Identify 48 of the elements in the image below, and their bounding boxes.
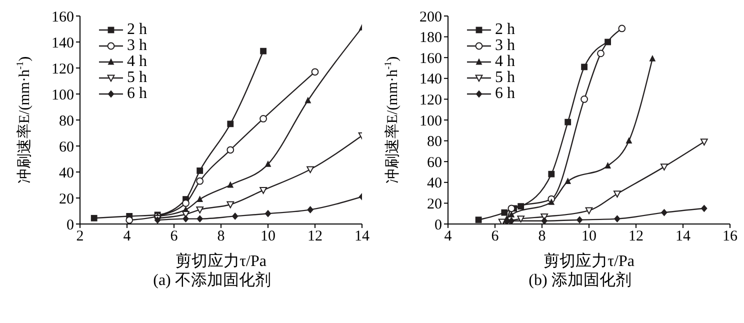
text: (b) 添加固化剂 xyxy=(528,270,632,291)
legend-label: 4 h xyxy=(495,53,515,70)
text: (a) 不添加固化剂 xyxy=(152,270,272,291)
x-tick-label: 16 xyxy=(722,228,738,245)
y-tick-label: 140 xyxy=(52,35,74,52)
x-tick-label: 4 xyxy=(444,228,452,245)
y-tick-label: 80 xyxy=(59,113,74,130)
x-tick-label: 8 xyxy=(217,228,225,245)
x-tick-label: 2 xyxy=(76,228,84,245)
y-tick-label: 60 xyxy=(59,139,74,156)
legend-label: 4 h xyxy=(127,53,147,70)
x-axis-title: 剪切应力τ/Pa xyxy=(176,252,266,270)
y-tick-label: 0 xyxy=(434,217,442,234)
y-tick-label: 40 xyxy=(59,165,74,182)
y-tick-label: 200 xyxy=(420,9,442,26)
x-tick-label: 8 xyxy=(538,228,546,245)
y-tick-label: 40 xyxy=(427,176,442,192)
legend-label: 5 h xyxy=(495,69,515,86)
y-tick-label: 160 xyxy=(52,9,74,26)
legend-label: 5 h xyxy=(127,69,147,86)
y-tick-label: 20 xyxy=(59,191,74,208)
y-tick-label: 0 xyxy=(66,217,74,234)
legend-label: 3 h xyxy=(127,37,147,54)
y-tick-label: 20 xyxy=(427,196,442,213)
x-tick-label: 14 xyxy=(676,228,691,245)
y-tick-label: 180 xyxy=(420,30,442,46)
x-tick-label: 12 xyxy=(308,228,322,245)
x-tick-label: 4 xyxy=(123,228,132,245)
legend-label: 6 h xyxy=(495,85,515,102)
y-tick-label: 60 xyxy=(427,154,442,171)
y-tick-label: 120 xyxy=(420,92,442,109)
legend-label: 2 h xyxy=(127,21,147,38)
x-tick-label: 6 xyxy=(491,228,500,245)
x-axis-title: 剪切应力τ/Pa xyxy=(544,252,634,270)
x-tick-label: 10 xyxy=(260,228,276,245)
y-tick-label: 100 xyxy=(420,113,442,130)
y-tick-label: 80 xyxy=(427,134,442,150)
legend-label: 3 h xyxy=(495,37,515,54)
y-tick-label: 160 xyxy=(420,50,442,67)
x-tick-label: 12 xyxy=(628,228,644,245)
legend-label: 6 h xyxy=(127,85,147,102)
x-tick-label: 14 xyxy=(354,228,370,245)
y-tick-label: 120 xyxy=(52,61,74,78)
x-tick-label: 6 xyxy=(170,228,178,245)
legend-label: 2 h xyxy=(495,21,515,38)
x-tick-label: 10 xyxy=(582,228,596,245)
y-tick-label: 140 xyxy=(420,72,442,88)
y-tick-label: 100 xyxy=(52,87,74,104)
